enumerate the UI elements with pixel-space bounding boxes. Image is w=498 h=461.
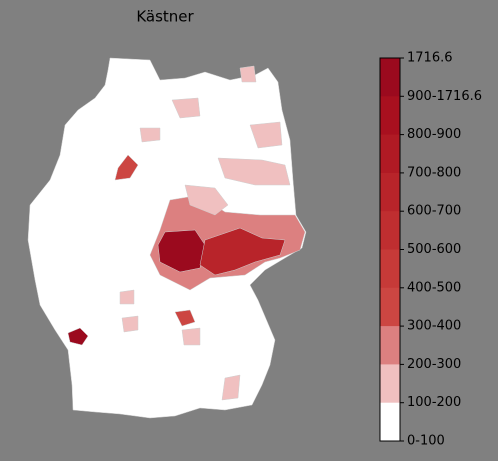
colorbar-label: 0-100	[407, 434, 445, 449]
region	[239, 65, 257, 83]
region	[181, 327, 201, 346]
region	[217, 157, 291, 186]
colorbar-segment	[380, 249, 400, 289]
colorbar-label: 400-500	[407, 280, 461, 295]
region	[119, 289, 135, 305]
colorbar-label: 500-600	[407, 242, 461, 257]
colorbar-label: 900-1716.6	[407, 89, 482, 104]
colorbar-segment	[380, 287, 400, 327]
colorbar-label: 600-700	[407, 204, 461, 219]
region	[174, 309, 196, 327]
region	[184, 184, 229, 216]
germany-map	[27, 57, 307, 419]
colorbar: 1716.6 900-1716.6 800-900 700-800 600-700 500…	[379, 51, 482, 449]
colorbar-label: 800-900	[407, 127, 461, 142]
colorbar-label: 700-800	[407, 165, 461, 180]
colorbar-segment	[380, 211, 400, 250]
colorbar-label: 100-200	[407, 395, 461, 410]
colorbar-segment	[380, 364, 400, 404]
region	[249, 121, 283, 149]
colorbar-segment	[380, 326, 400, 365]
colorbar-label: 1716.6	[407, 51, 453, 66]
region	[171, 97, 201, 119]
region	[157, 229, 206, 273]
colorbar-segment	[380, 134, 400, 174]
region	[221, 374, 241, 401]
region	[114, 154, 139, 181]
colorbar-label: 300-400	[407, 319, 461, 334]
region	[199, 227, 286, 276]
region	[121, 315, 139, 333]
region	[67, 327, 89, 346]
colorbar-label: 200-300	[407, 357, 461, 372]
colorbar-segment	[380, 96, 400, 136]
region	[139, 127, 161, 143]
map-title: Kästner	[136, 8, 194, 26]
colorbar-segment	[380, 172, 400, 212]
colorbar-segment	[380, 402, 400, 442]
colorbar-segment	[380, 58, 400, 97]
